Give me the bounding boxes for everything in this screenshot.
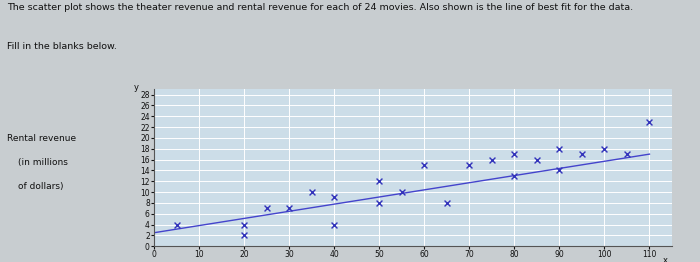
Point bbox=[554, 168, 565, 172]
Point bbox=[419, 163, 430, 167]
Point bbox=[554, 147, 565, 151]
Point bbox=[239, 222, 250, 227]
Point bbox=[284, 206, 295, 210]
Point bbox=[598, 147, 610, 151]
Point bbox=[374, 201, 385, 205]
Point bbox=[509, 152, 520, 156]
Point bbox=[509, 174, 520, 178]
Point bbox=[441, 201, 452, 205]
Point bbox=[374, 179, 385, 183]
Point bbox=[328, 195, 339, 200]
Point bbox=[486, 157, 498, 162]
Text: of dollars): of dollars) bbox=[18, 182, 63, 190]
Point bbox=[306, 190, 317, 194]
Text: y: y bbox=[134, 83, 139, 92]
Point bbox=[576, 152, 587, 156]
Text: Rental revenue: Rental revenue bbox=[7, 134, 76, 143]
Point bbox=[644, 119, 655, 124]
Text: Fill in the blanks below.: Fill in the blanks below. bbox=[7, 42, 117, 51]
Point bbox=[463, 163, 475, 167]
Point bbox=[261, 206, 272, 210]
Point bbox=[622, 152, 633, 156]
Point bbox=[239, 233, 250, 238]
Text: (in millions: (in millions bbox=[18, 158, 67, 167]
Point bbox=[328, 222, 339, 227]
Text: x: x bbox=[663, 256, 668, 262]
Point bbox=[171, 222, 182, 227]
Point bbox=[396, 190, 407, 194]
Point bbox=[531, 157, 542, 162]
Text: The scatter plot shows the theater revenue and rental revenue for each of 24 mov: The scatter plot shows the theater reven… bbox=[7, 3, 633, 12]
